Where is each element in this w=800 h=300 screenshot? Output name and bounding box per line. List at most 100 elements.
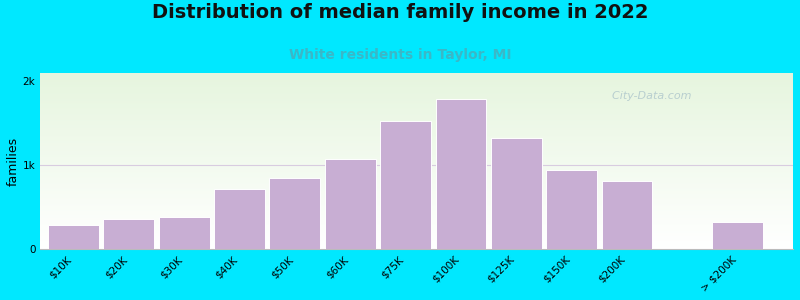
Bar bbox=[40, 112, 793, 113]
Bar bbox=[40, 227, 793, 228]
Bar bbox=[40, 208, 793, 209]
Bar bbox=[40, 151, 793, 152]
Bar bbox=[40, 244, 793, 245]
Bar bbox=[40, 108, 793, 109]
Text: City-Data.com: City-Data.com bbox=[605, 91, 691, 100]
Bar bbox=[214, 189, 265, 249]
Bar bbox=[40, 97, 793, 98]
Bar bbox=[40, 242, 793, 243]
Bar bbox=[40, 169, 793, 170]
Bar bbox=[40, 96, 793, 97]
Bar bbox=[40, 150, 793, 151]
Bar bbox=[40, 116, 793, 117]
Bar bbox=[40, 144, 793, 145]
Bar bbox=[40, 243, 793, 244]
Bar bbox=[40, 113, 793, 114]
Bar bbox=[40, 82, 793, 83]
Bar bbox=[40, 202, 793, 203]
Bar bbox=[40, 78, 793, 79]
Bar bbox=[40, 93, 793, 94]
Bar bbox=[40, 245, 793, 246]
Bar bbox=[158, 217, 210, 249]
Bar bbox=[40, 226, 793, 227]
Bar bbox=[40, 126, 793, 127]
Bar bbox=[40, 229, 793, 230]
Bar bbox=[40, 118, 793, 119]
Bar bbox=[40, 135, 793, 136]
Bar bbox=[40, 100, 793, 101]
Bar bbox=[40, 217, 793, 218]
Bar bbox=[40, 216, 793, 217]
Bar bbox=[40, 130, 793, 131]
Bar bbox=[40, 209, 793, 210]
Bar bbox=[40, 90, 793, 91]
Bar bbox=[40, 85, 793, 86]
Bar bbox=[40, 183, 793, 184]
Bar bbox=[40, 167, 793, 168]
Bar bbox=[40, 128, 793, 129]
Bar bbox=[40, 233, 793, 234]
Bar bbox=[48, 225, 99, 249]
Bar bbox=[40, 239, 793, 240]
Bar bbox=[380, 121, 431, 249]
Bar bbox=[40, 161, 793, 162]
Bar bbox=[40, 132, 793, 133]
Bar bbox=[40, 210, 793, 211]
Bar bbox=[40, 207, 793, 208]
Bar bbox=[40, 186, 793, 187]
Bar bbox=[40, 114, 793, 115]
Bar bbox=[40, 91, 793, 92]
Bar bbox=[40, 192, 793, 193]
Bar bbox=[40, 176, 793, 177]
Bar bbox=[40, 220, 793, 221]
Bar bbox=[40, 160, 793, 161]
Bar bbox=[40, 225, 793, 226]
Bar bbox=[40, 247, 793, 248]
Bar bbox=[40, 224, 793, 225]
Bar bbox=[40, 175, 793, 176]
Bar bbox=[40, 115, 793, 116]
Bar bbox=[40, 131, 793, 132]
Bar bbox=[40, 238, 793, 239]
Bar bbox=[40, 138, 793, 139]
Bar bbox=[40, 241, 793, 242]
Bar bbox=[40, 221, 793, 222]
Bar bbox=[40, 119, 793, 120]
Bar bbox=[40, 80, 793, 81]
Bar bbox=[40, 179, 793, 180]
Bar bbox=[40, 230, 793, 231]
Bar bbox=[40, 123, 793, 124]
Bar bbox=[40, 95, 793, 96]
Bar bbox=[40, 165, 793, 166]
Bar bbox=[40, 81, 793, 82]
Bar bbox=[40, 129, 793, 130]
Bar bbox=[40, 79, 793, 80]
Bar bbox=[40, 231, 793, 232]
Bar bbox=[40, 101, 793, 102]
Bar bbox=[40, 190, 793, 191]
Bar bbox=[270, 178, 320, 249]
Bar bbox=[325, 159, 376, 249]
Bar bbox=[40, 159, 793, 160]
Bar bbox=[40, 178, 793, 179]
Bar bbox=[40, 212, 793, 213]
Bar bbox=[40, 214, 793, 215]
Bar bbox=[40, 213, 793, 214]
Bar bbox=[40, 200, 793, 201]
Bar bbox=[40, 120, 793, 121]
Bar bbox=[40, 142, 793, 143]
Bar bbox=[40, 173, 793, 174]
Bar bbox=[40, 164, 793, 165]
Bar bbox=[40, 105, 793, 106]
Bar bbox=[40, 102, 793, 103]
Bar bbox=[435, 99, 486, 249]
Bar bbox=[40, 106, 793, 107]
Bar bbox=[40, 107, 793, 108]
Bar bbox=[40, 182, 793, 183]
Bar bbox=[40, 143, 793, 144]
Bar bbox=[40, 232, 793, 233]
Bar bbox=[40, 75, 793, 76]
Bar bbox=[40, 147, 793, 148]
Bar bbox=[40, 240, 793, 241]
Bar bbox=[40, 111, 793, 112]
